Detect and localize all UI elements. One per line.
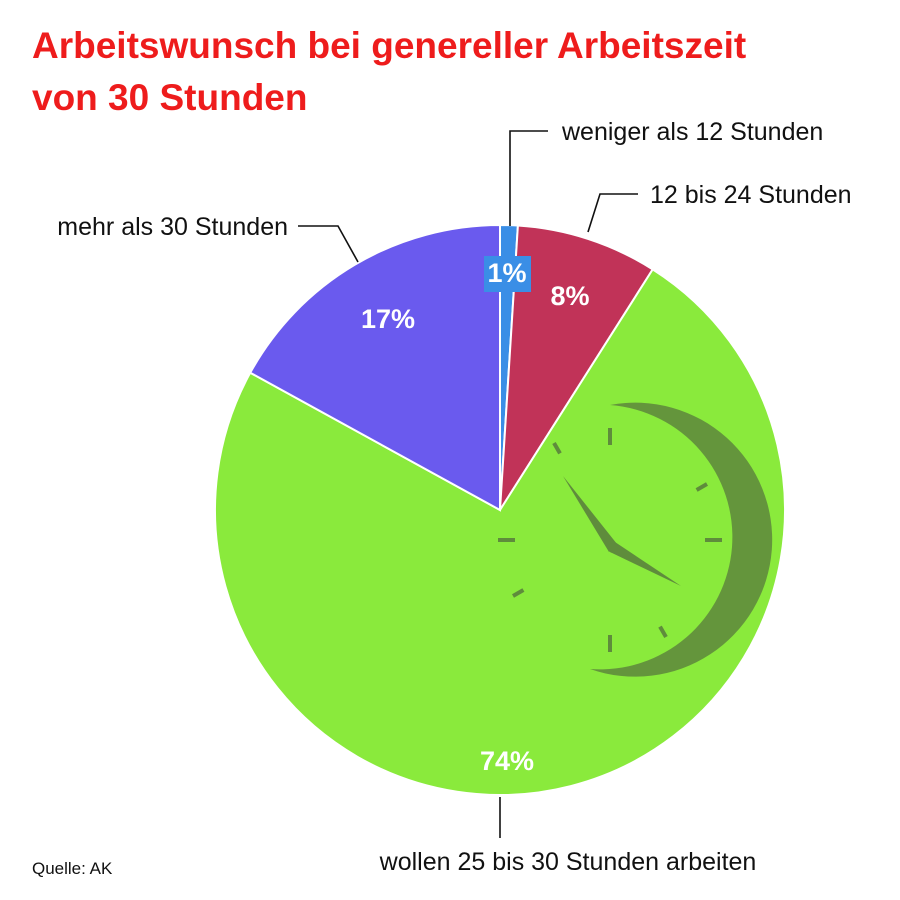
- clock-icon: [498, 402, 773, 677]
- source-note: Quelle: AK: [32, 859, 113, 878]
- leader-line-weniger-als-12-stunden: [509, 130, 548, 226]
- slice-label-12-bis-24-stunden: 12 bis 24 Stunden: [650, 181, 852, 209]
- clock-hour-hand: [563, 476, 617, 552]
- clock-tick: [695, 482, 708, 492]
- percent-label-mehr-als-30-stunden: 17%: [361, 304, 415, 334]
- percent-labels: 1% 8% 74% 17%: [361, 256, 590, 776]
- slice-label-weniger-als-12-stunden: weniger als 12 Stunden: [561, 118, 823, 146]
- clock-rim: [590, 402, 773, 677]
- pie-slice-mehr-als-30-stunden: [248, 223, 501, 512]
- clock-center: [608, 543, 618, 553]
- clock-tick: [552, 442, 562, 455]
- leader-lines: [298, 130, 638, 838]
- leader-line-mehr-als-30-stunden: [298, 225, 359, 263]
- clock-tick: [512, 588, 525, 598]
- clock-minute-hand: [610, 542, 681, 586]
- clock-tick: [658, 625, 668, 638]
- slice-labels: weniger als 12 Stunden 12 bis 24 Stunden w…: [57, 118, 851, 876]
- slice-label-wollen-25-bis-30-stunden-arbeiten: wollen 25 bis 30 Stunden arbeiten: [379, 848, 757, 876]
- slice-label-mehr-als-30-stunden: mehr als 30 Stunden: [57, 213, 288, 241]
- pie-slice-12-bis-24-stunden: [499, 224, 655, 511]
- chart-title-line-2: von 30 Stunden: [32, 77, 308, 118]
- percent-label-12-bis-24-stunden: 8%: [550, 281, 589, 311]
- chart-title: Arbeitswunsch bei genereller Arbeitszeit…: [32, 20, 872, 124]
- leader-line-12-bis-24-stunden: [587, 193, 638, 233]
- percent-label-weniger-als-12-stunden: 1%: [487, 258, 526, 288]
- pie-slices: [214, 223, 786, 796]
- chart-title-line-1: Arbeitswunsch bei genereller Arbeitszeit: [32, 25, 747, 66]
- percent-label-wollen-25-bis-30-stunden-arbeiten: 74%: [480, 746, 534, 776]
- percent-label-background: [484, 256, 531, 292]
